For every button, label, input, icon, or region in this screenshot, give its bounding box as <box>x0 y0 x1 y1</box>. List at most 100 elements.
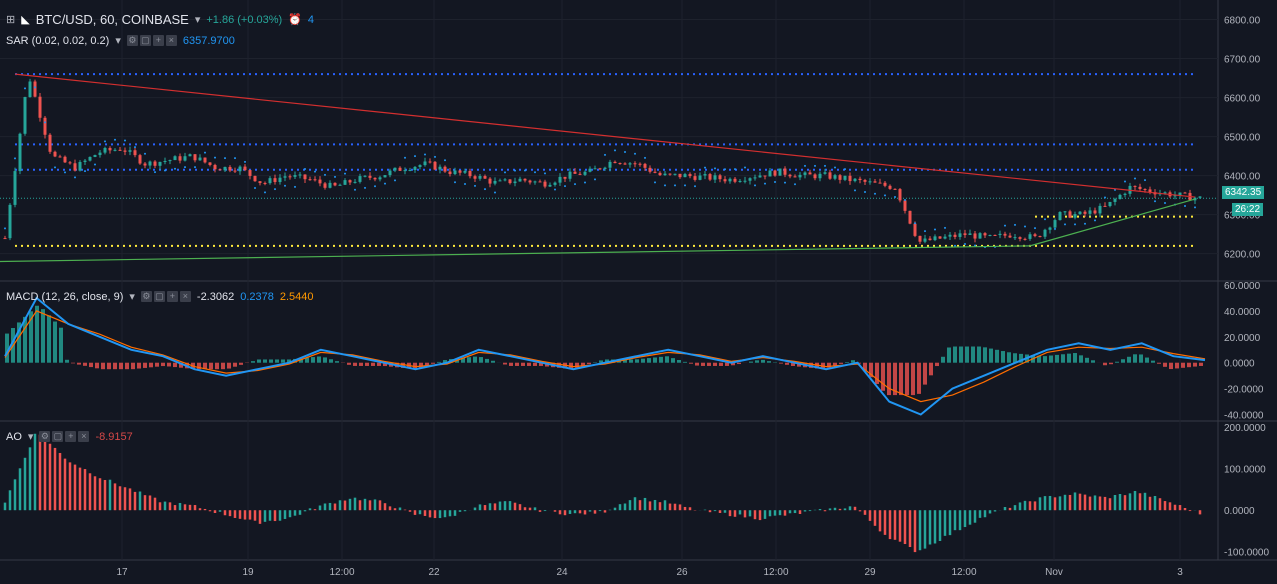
macd-histogram-bar <box>1193 362 1197 367</box>
close-icon[interactable]: × <box>179 291 191 302</box>
candle-body <box>803 172 807 175</box>
macd-histogram-bar <box>143 362 147 368</box>
macd-histogram-bar <box>1175 362 1179 369</box>
candle-body <box>163 160 167 162</box>
macd-histogram-bar <box>881 362 885 391</box>
sar-label[interactable]: SAR (0.02, 0.02, 0.2) <box>6 34 110 47</box>
macd-histogram-bar <box>317 356 321 363</box>
macd-histogram-bar <box>1115 361 1119 363</box>
candle-body <box>598 168 602 170</box>
candle-body <box>143 163 147 166</box>
macd-histogram-bar <box>209 362 213 370</box>
plus-icon[interactable]: + <box>166 291 178 302</box>
candle-body <box>893 188 897 190</box>
macd-histogram-bar <box>179 362 183 368</box>
macd-histogram-bar <box>887 362 891 396</box>
ao-tick-label: -100.0000 <box>1224 548 1269 559</box>
macd-histogram-bar <box>785 362 789 365</box>
crosshair-icon[interactable]: ⊞ <box>6 14 16 26</box>
candle-body <box>1058 212 1062 221</box>
source-icon[interactable]: ▢ <box>52 431 64 442</box>
candle-body <box>473 176 477 179</box>
macd-histogram-bar <box>959 346 963 363</box>
macd-histogram-bar <box>107 362 111 370</box>
sar-dot <box>1134 177 1136 180</box>
sar-dot <box>74 176 76 179</box>
sar-dot <box>864 191 866 194</box>
candle-body <box>703 174 707 176</box>
sar-dot <box>334 175 336 178</box>
source-icon[interactable]: ▢ <box>139 35 151 46</box>
candle-body <box>668 173 672 175</box>
sar-dot <box>64 171 66 174</box>
macd-histogram-bar <box>599 360 603 363</box>
candle-body <box>653 171 657 173</box>
ao-label[interactable]: AO <box>6 430 22 443</box>
candle-body <box>3 238 7 240</box>
candle-body <box>623 163 627 165</box>
sar-dot <box>464 182 466 185</box>
countdown-tag: 26:22 <box>1232 203 1264 216</box>
candle-body <box>193 154 197 161</box>
time-tick-label: 12:00 <box>329 567 354 578</box>
chevron-down-icon[interactable]: ▾ <box>129 291 135 303</box>
settings-icon[interactable]: ⚙ <box>140 291 152 302</box>
macd-histogram-bar <box>845 362 849 363</box>
flag-icon[interactable]: ◣ <box>21 14 30 26</box>
plus-icon[interactable]: + <box>152 35 164 46</box>
macd-histogram-bar <box>89 362 93 368</box>
candle-body <box>268 178 272 184</box>
sar-dot <box>274 188 276 191</box>
candle-body <box>78 161 82 171</box>
candle-body <box>1123 193 1127 195</box>
macd-histogram-bar <box>101 362 105 370</box>
sar-dot <box>204 151 206 154</box>
chevron-down-icon[interactable]: ▾ <box>194 14 201 26</box>
macd-label[interactable]: MACD (12, 26, close, 9) <box>6 290 124 303</box>
settings-icon[interactable]: ⚙ <box>39 431 51 442</box>
candle-body <box>1073 214 1077 218</box>
macd-histogram-bar <box>893 362 897 396</box>
candle-body <box>138 155 142 164</box>
macd-histogram-bar <box>467 357 471 363</box>
candle-body <box>153 161 157 166</box>
sar-dot <box>644 156 646 159</box>
chevron-down-icon[interactable]: ▾ <box>115 35 121 47</box>
macd-histogram-bar <box>779 362 783 364</box>
candle-body <box>753 177 757 179</box>
sar-dot <box>694 185 696 188</box>
sar-dot <box>244 160 246 163</box>
macd-histogram-bar <box>965 346 969 363</box>
settings-icon[interactable]: ⚙ <box>126 35 138 46</box>
macd-histogram-bar <box>299 358 303 363</box>
macd-tick-label: 20.0000 <box>1224 333 1261 344</box>
candle-body <box>1018 237 1022 239</box>
macd-histogram-bar <box>359 362 363 366</box>
close-icon[interactable]: × <box>78 431 90 442</box>
candle-body <box>333 182 337 186</box>
source-icon[interactable]: ▢ <box>153 291 165 302</box>
candle-body <box>503 179 507 181</box>
close-icon[interactable]: × <box>165 35 177 46</box>
candle-body <box>168 160 172 162</box>
alerts-count: 4 <box>307 13 315 26</box>
candle-body <box>733 178 737 182</box>
alarm-icon[interactable]: ⏰ <box>288 14 302 26</box>
macd-histogram-bar <box>1121 359 1125 363</box>
candle-body <box>428 161 432 163</box>
trendlines[interactable] <box>0 73 1196 263</box>
plus-icon[interactable]: + <box>65 431 77 442</box>
candle-body <box>838 175 842 180</box>
macd-histogram-bar <box>503 362 507 365</box>
macd-histogram-bar <box>155 362 159 367</box>
sar-dot <box>974 244 976 247</box>
symbol-label[interactable]: BTC/USD, 60, COINBASE <box>35 12 189 27</box>
candle-body <box>1028 234 1032 239</box>
sar-dot <box>54 166 56 169</box>
macd-hist-value: -2.3062 <box>196 290 235 303</box>
chevron-down-icon[interactable]: ▾ <box>27 431 34 443</box>
candle-body <box>548 184 552 187</box>
sar-dot <box>904 198 906 201</box>
candle-body <box>573 171 577 174</box>
